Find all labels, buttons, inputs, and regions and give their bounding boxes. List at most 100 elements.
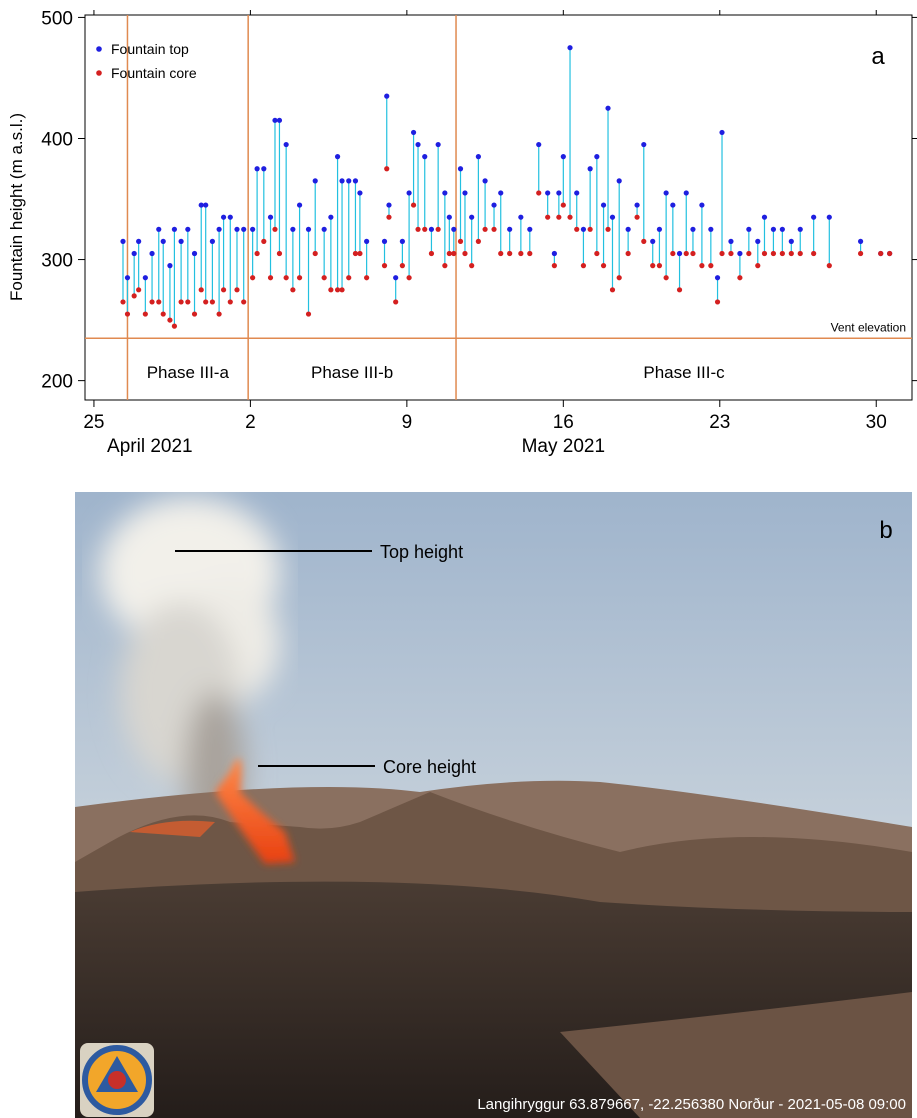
- point: [507, 226, 513, 232]
- x-tick-label: 25: [83, 412, 104, 433]
- legend-label: Fountain core: [111, 65, 197, 81]
- point: [826, 263, 832, 269]
- point: [491, 202, 497, 208]
- point: [346, 275, 352, 281]
- x-tick-label: 9: [402, 412, 413, 433]
- point: [328, 214, 334, 220]
- point: [551, 250, 557, 257]
- point: [446, 214, 452, 220]
- y-tick-label: 400: [41, 129, 73, 150]
- point: [469, 263, 475, 269]
- point: [198, 202, 204, 208]
- point: [393, 275, 399, 281]
- point: [788, 238, 794, 244]
- point: [857, 250, 864, 257]
- point: [120, 238, 126, 244]
- point: [267, 214, 274, 220]
- point: [216, 311, 222, 317]
- point: [305, 311, 312, 317]
- point: [442, 190, 448, 196]
- point: [178, 238, 184, 244]
- point: [220, 214, 227, 220]
- point: [386, 202, 392, 208]
- point: [761, 250, 768, 257]
- point: [656, 263, 663, 269]
- point: [580, 226, 587, 232]
- point: [381, 263, 388, 269]
- panel-label: a: [871, 43, 885, 70]
- point: [339, 287, 345, 293]
- point: [634, 202, 640, 208]
- point: [191, 311, 198, 317]
- point: [536, 141, 542, 148]
- point: [334, 287, 341, 293]
- point: [755, 238, 761, 244]
- point: [797, 250, 803, 257]
- plot-frame: [84, 14, 913, 401]
- point: [220, 287, 227, 293]
- point: [290, 226, 296, 232]
- point: [156, 226, 162, 232]
- point: [435, 226, 441, 232]
- point: [124, 275, 131, 281]
- point: [198, 287, 204, 293]
- point: [507, 250, 513, 257]
- point: [312, 250, 318, 257]
- point: [475, 238, 481, 244]
- point: [641, 141, 647, 148]
- point: [797, 226, 803, 232]
- slope: [560, 992, 912, 1118]
- point: [683, 250, 689, 257]
- point: [234, 226, 240, 232]
- point: [120, 299, 126, 305]
- point: [670, 250, 676, 257]
- point: [560, 154, 566, 160]
- point: [283, 141, 289, 148]
- point: [728, 250, 734, 257]
- point: [321, 226, 327, 232]
- point: [560, 202, 566, 208]
- point: [580, 263, 587, 269]
- point: [719, 250, 725, 257]
- point: [364, 275, 370, 281]
- point: [605, 105, 611, 111]
- point: [587, 226, 593, 232]
- point: [770, 250, 777, 257]
- point: [594, 154, 600, 160]
- month-label: May 2021: [522, 436, 605, 457]
- point: [142, 311, 148, 317]
- point: [650, 238, 656, 244]
- point: [171, 226, 178, 232]
- point: [708, 226, 714, 232]
- point: [346, 178, 352, 184]
- point: [714, 299, 721, 305]
- point: [156, 299, 162, 305]
- point: [131, 250, 137, 257]
- point: [216, 226, 222, 232]
- point: [241, 226, 247, 232]
- point: [428, 250, 435, 257]
- point: [457, 166, 464, 172]
- point: [545, 190, 551, 196]
- point: [442, 263, 448, 269]
- point: [393, 299, 399, 305]
- point: [605, 226, 611, 232]
- point: [276, 250, 283, 257]
- point: [811, 214, 817, 220]
- point: [272, 117, 278, 123]
- x-tick-label: 23: [709, 412, 730, 433]
- point: [457, 238, 464, 244]
- point: [167, 263, 173, 269]
- point: [261, 166, 267, 172]
- point: [267, 275, 274, 281]
- point: [663, 275, 669, 281]
- point: [567, 45, 573, 51]
- point: [600, 202, 607, 208]
- point: [482, 226, 488, 232]
- x-tick-label: 30: [866, 412, 887, 433]
- point: [594, 250, 600, 257]
- point: [410, 129, 417, 136]
- caption: Langihryggur 63.879667, -22.256380 Norðu…: [477, 1096, 906, 1113]
- photo: Top height Core height b: [75, 492, 912, 1118]
- point: [719, 129, 725, 136]
